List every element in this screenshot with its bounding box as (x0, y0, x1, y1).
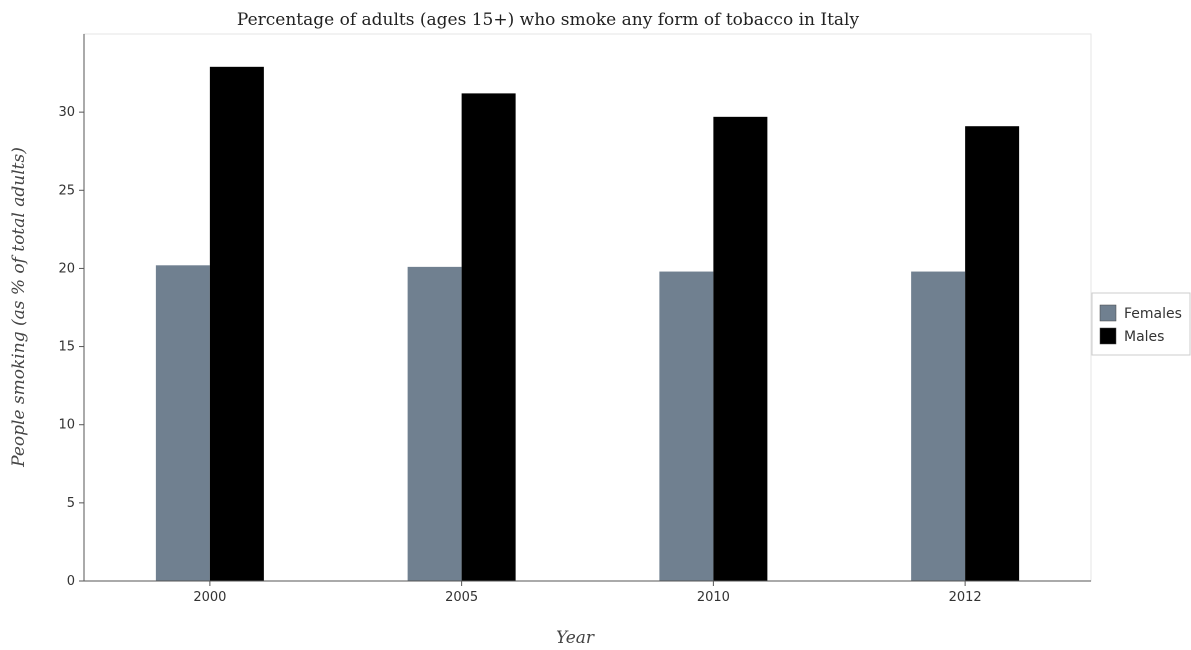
y-tick-label: 20 (58, 261, 75, 276)
x-tick-label: 2010 (697, 590, 730, 605)
legend: Females Males (1091, 292, 1191, 356)
y-axis: 0 5 10 15 20 25 30 (58, 34, 85, 589)
x-axis-title: Year (556, 628, 595, 648)
y-tick-label: 15 (58, 340, 75, 355)
bar-females-2012 (911, 271, 966, 581)
y-axis-title: People smoking (as % of total adults) (9, 147, 29, 468)
bar-males-2012 (965, 126, 1020, 582)
x-axis: 2000 2005 2010 2012 (84, 580, 1091, 605)
y-tick-label: 25 (58, 183, 75, 198)
y-tick-label: 5 (67, 496, 75, 511)
bar-males-2005 (461, 93, 516, 581)
bar-females-2010 (659, 271, 714, 581)
x-tick-label: 2000 (193, 590, 226, 605)
x-tick-label: 2012 (949, 590, 982, 605)
legend-box (1091, 292, 1191, 356)
y-tick-label: 10 (58, 418, 75, 433)
legend-swatch-males (1099, 327, 1117, 345)
legend-label-males: Males (1124, 329, 1164, 345)
chart-title: Percentage of adults (ages 15+) who smok… (237, 10, 860, 30)
y-tick-label: 0 (67, 574, 75, 589)
legend-label-females: Females (1124, 306, 1182, 322)
bar-females-2005 (407, 266, 462, 581)
bars (155, 66, 1020, 582)
bar-males-2010 (713, 116, 768, 582)
bar-females-2000 (155, 265, 210, 581)
legend-swatch-females (1099, 304, 1117, 322)
bar-males-2000 (209, 66, 264, 581)
x-tick-label: 2005 (445, 590, 478, 605)
y-tick-label: 30 (58, 105, 75, 120)
